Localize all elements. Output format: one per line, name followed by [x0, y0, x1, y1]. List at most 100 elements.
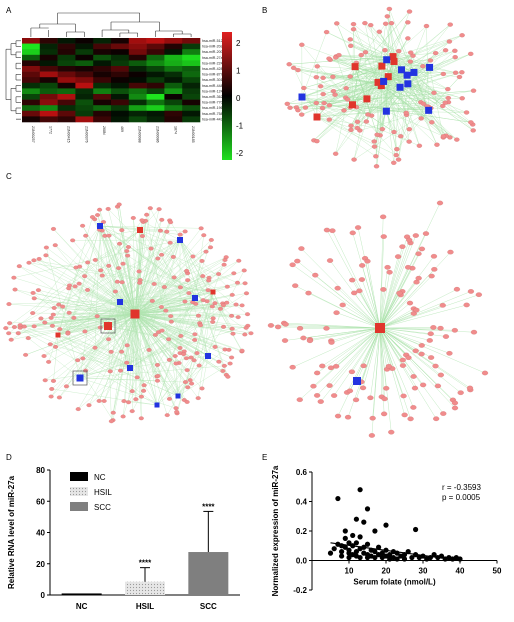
bar [125, 581, 165, 595]
network-c-target-node [36, 257, 42, 261]
scatter-point [413, 526, 419, 533]
heatmap-row-label: hsa-miR-200b-3p [202, 50, 230, 54]
scatter-point [357, 554, 363, 561]
network-c-target-node [129, 409, 135, 414]
network-c-target-node [110, 410, 116, 415]
network-c-target-node [199, 386, 205, 391]
network-c-target-node [49, 323, 55, 328]
network-b-target-node [358, 52, 364, 58]
zoom-target-node [349, 277, 356, 283]
zoom-target-node [436, 200, 444, 206]
network-c-target-node [42, 320, 48, 325]
zoom-target-node [383, 385, 390, 391]
heatmap-cell [93, 82, 112, 89]
zoom-target-node [442, 334, 450, 339]
network-c-target-node [96, 399, 102, 403]
legend-swatch [70, 502, 88, 511]
bar [61, 593, 102, 595]
heatmap-cell [93, 60, 112, 67]
network-c-target-node [120, 414, 126, 419]
zoom-target-node [356, 288, 363, 294]
network-b-target-node [286, 62, 292, 67]
network-b-target-node [463, 110, 470, 115]
network-c-target-node [106, 263, 112, 268]
heatmap-cell [39, 71, 58, 78]
y-axis-label: Relative RNA level of miR-27a [7, 475, 16, 589]
network-c-target-node [8, 337, 14, 342]
network-c-target-node [200, 274, 206, 278]
zoom-target-node [359, 385, 367, 391]
network-c-target-node [25, 336, 31, 340]
network-c-target-node [139, 234, 145, 238]
network-c-target-node [172, 354, 178, 358]
network-c-target-node [174, 410, 180, 414]
heatmap-cell [146, 99, 165, 106]
network-b-target-node [440, 103, 446, 109]
zoom-target-node [418, 351, 425, 357]
network-c-target-node [30, 291, 36, 295]
correlation-r: r = -0.3593 [442, 483, 481, 492]
network-b-target-node [354, 119, 361, 124]
scatter-point [339, 549, 345, 555]
network-c-mirna-down-node [192, 295, 198, 301]
zoom-target-node [298, 246, 305, 251]
network-c-target-node [92, 345, 98, 350]
network-c-target-node [177, 232, 183, 237]
significance-label: **** [139, 559, 152, 568]
heatmap-cell [93, 38, 112, 44]
zoom-target-node [422, 231, 430, 236]
network-c-target-node [188, 355, 194, 360]
scatter-point [364, 506, 371, 512]
zoom-target-node [344, 414, 352, 420]
network-c-target-node [136, 269, 142, 274]
zoom-target-node [406, 237, 413, 243]
network-c-target-node [66, 286, 72, 291]
heatmap-cell [57, 38, 76, 44]
scatter-point [372, 549, 378, 555]
scatter-point [376, 544, 382, 550]
network-c-target-node [229, 326, 235, 331]
network-b-mirna-up-node [351, 63, 359, 71]
network-c-target-node [92, 258, 98, 262]
network-c-target-node [47, 342, 53, 347]
network-b-mirna-up-node [374, 78, 382, 86]
heatmap-cell [164, 38, 183, 44]
heatmap-cell [164, 94, 183, 100]
network-b-target-node [295, 67, 301, 73]
network-c-edges [5, 204, 252, 422]
zoom-target-node [289, 364, 296, 370]
network-b-target-node [406, 139, 412, 144]
network-b-target-node [459, 33, 465, 38]
network-c-target-node [221, 262, 227, 267]
network-c-target-node [77, 264, 83, 269]
network-b-target-node [295, 108, 301, 113]
network-c-target-node [50, 227, 56, 231]
network-c-target-node [167, 240, 173, 245]
heatmap-cell [128, 77, 147, 84]
legend-swatch [70, 472, 88, 481]
network-c-target-node [221, 363, 227, 368]
heatmap-cell [128, 71, 147, 78]
zoom-target-node [358, 277, 366, 282]
network-b-target-node [314, 139, 320, 144]
heatmap-cell [146, 49, 165, 56]
network-b-mirna-down-node [383, 56, 391, 64]
heatmap-cell [128, 49, 147, 56]
heatmap-scale-tick: 2 [236, 39, 241, 48]
network-c-target-node [158, 305, 164, 309]
category-label: HSIL [136, 602, 154, 611]
network-b-target-node [406, 9, 413, 14]
heatmap-cell [182, 94, 201, 100]
network-b-target-node [376, 29, 383, 34]
scatter-point [350, 532, 356, 539]
network-c-target-node [105, 207, 111, 211]
network-b-target-node [354, 125, 360, 131]
scatter-point [335, 495, 341, 502]
heatmap-cell [75, 49, 94, 56]
heatmap-cell [57, 88, 76, 95]
heatmap-cell [39, 99, 58, 106]
network-c-target-node [65, 331, 71, 336]
heatmap-cell [182, 71, 201, 78]
zoom-target-node [433, 416, 440, 422]
zoom-target-node [328, 340, 335, 345]
